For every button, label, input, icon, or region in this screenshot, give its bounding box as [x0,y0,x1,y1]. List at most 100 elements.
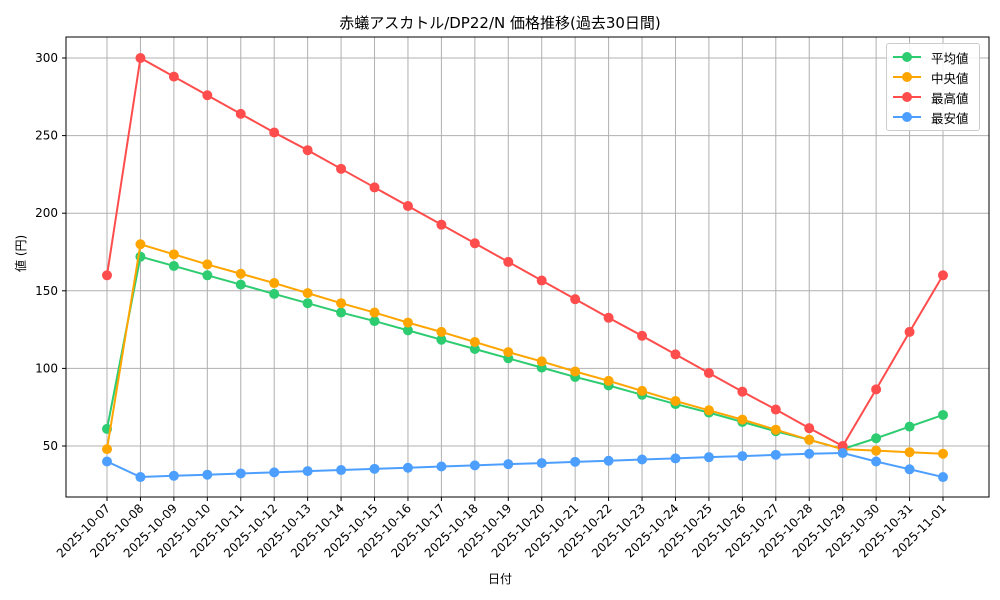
data-point [503,459,514,470]
series-line [106,255,944,451]
data-point [135,239,146,250]
data-point [336,298,347,309]
legend-swatch-icon [893,92,921,102]
data-point [703,368,714,379]
data-point [336,307,347,318]
data-point [570,456,581,467]
data-point [737,451,748,462]
legend-item-max: 最高値 [893,87,969,107]
data-point [670,349,681,360]
legend-label: 中央値 [931,70,969,86]
data-point [302,298,313,309]
data-point [804,448,815,459]
data-point [603,455,614,466]
data-point [871,456,882,467]
legend-swatch-icon [893,112,921,122]
data-point [904,326,915,337]
data-point [503,256,514,267]
data-point [202,270,213,281]
data-point [436,461,447,472]
data-point [904,421,915,432]
data-point [904,447,915,458]
data-point [737,414,748,425]
legend-label: 最安値 [931,110,969,126]
data-point [770,424,781,435]
y-tick-label: 300 [35,51,58,65]
data-point [135,53,146,63]
data-point [235,468,246,479]
data-point [336,163,347,174]
data-point [102,456,112,467]
legend: 平均値 中央値 最高値 最安値 [886,43,980,131]
data-point [168,470,179,481]
data-point [637,385,648,396]
data-point [302,288,313,299]
data-point [369,307,380,318]
chart-title: 赤蟻アスカトル/DP22/N 価格推移(過去30日間) [339,14,661,32]
series-line [106,242,944,455]
data-point [770,449,781,460]
y-axis-label: 値 (円) [14,234,28,272]
y-tick-label: 150 [35,284,58,298]
data-point [402,462,413,473]
data-point [202,259,213,270]
y-tick-label: 250 [35,129,58,143]
data-point [603,375,614,386]
data-point [269,127,280,138]
data-point [938,448,948,459]
data-point [603,312,614,323]
data-point [637,330,648,341]
data-point [570,366,581,377]
data-point [402,201,413,212]
data-point [402,317,413,328]
legend-swatch-icon [893,72,921,82]
data-point [536,275,547,286]
data-point [102,270,112,281]
data-point [302,145,313,156]
data-point [168,71,179,82]
data-point [336,465,347,476]
data-point [570,294,581,305]
data-point [369,182,380,193]
data-point [804,423,815,434]
data-point [703,452,714,463]
data-point [503,347,514,358]
data-point [837,447,848,458]
data-point [670,453,681,464]
data-point [402,325,413,336]
data-point [804,434,815,445]
data-point [938,270,948,281]
series-line [106,451,944,479]
data-point [871,433,882,444]
data-point [904,464,915,475]
data-point [469,460,480,471]
data-point [837,441,848,451]
data-point [168,260,179,271]
data-point [469,238,480,249]
legend-label: 最高値 [931,90,969,106]
data-point [102,444,112,455]
data-point [436,326,447,337]
data-point [269,467,280,478]
data-point [637,454,648,465]
data-point [235,108,246,119]
data-point [938,409,948,420]
data-point [369,316,380,327]
data-point [871,445,882,456]
data-point [369,463,380,474]
data-point [871,384,882,395]
series-line [106,56,944,448]
data-point [469,344,480,354]
data-point [269,278,280,289]
data-point [770,404,781,415]
y-tick-label: 100 [35,361,58,375]
data-point [670,395,681,406]
data-point [703,405,714,416]
data-point [135,472,146,483]
legend-item-average: 平均値 [893,47,969,67]
data-point [202,469,213,480]
data-point [536,356,547,367]
data-point [436,334,447,345]
data-point [938,472,948,483]
